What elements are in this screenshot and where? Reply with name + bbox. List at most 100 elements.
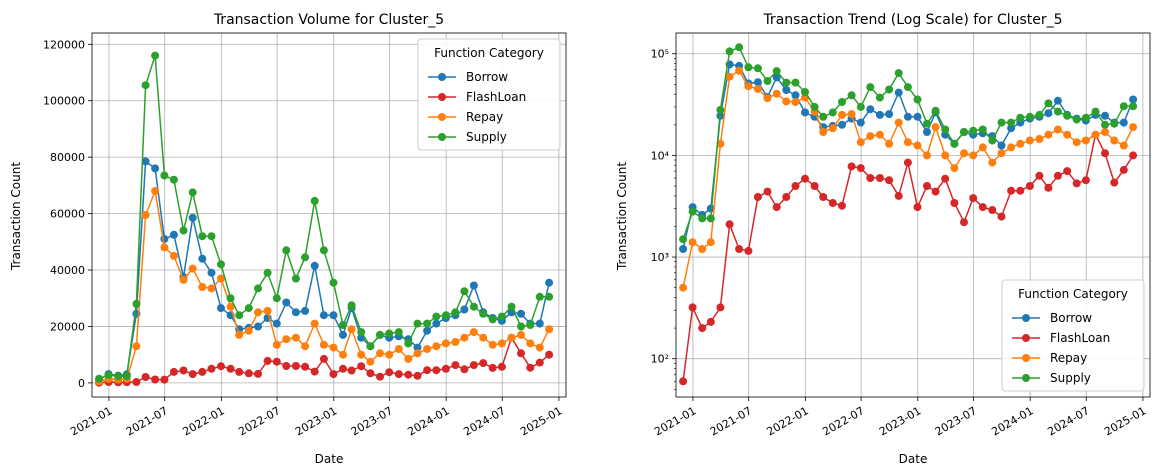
data-point: [376, 349, 384, 358]
data-point: [903, 83, 912, 92]
data-point: [451, 361, 460, 370]
data-point: [141, 157, 150, 166]
data-point: [272, 357, 281, 366]
data-point: [207, 284, 216, 293]
data-point: [753, 193, 762, 201]
data-point: [801, 88, 809, 96]
x-tick-label: 2023-01: [877, 404, 923, 438]
data-point: [301, 306, 310, 315]
data-point: [847, 162, 856, 171]
data-point: [753, 85, 762, 93]
data-point: [385, 329, 394, 338]
data-point: [160, 235, 169, 243]
legend-label: FlashLoan: [1050, 331, 1110, 345]
data-point: [291, 333, 300, 342]
data-point: [1119, 118, 1128, 127]
data-point: [819, 193, 828, 201]
plot-frame: [91, 32, 567, 398]
data-point: [179, 275, 188, 284]
data-point: [188, 213, 197, 222]
legend-title: Function Category: [1018, 287, 1128, 301]
data-point: [451, 338, 460, 346]
data-point: [545, 325, 554, 334]
data-point: [451, 308, 460, 317]
data-point: [339, 350, 347, 359]
data-point: [782, 78, 791, 87]
data-point: [1072, 138, 1081, 147]
data-point: [791, 98, 800, 106]
plot-frame: [675, 32, 1151, 398]
data-point: [497, 339, 506, 348]
data-point: [735, 245, 744, 253]
data-point: [329, 370, 338, 379]
data-point: [310, 367, 319, 376]
data-point: [1053, 96, 1062, 105]
data-point: [978, 125, 987, 134]
data-point: [978, 203, 987, 212]
data-point: [885, 110, 894, 119]
data-point: [856, 138, 865, 147]
data-point: [866, 132, 875, 141]
x-tick-label: 2021-07: [124, 404, 170, 438]
data-point: [997, 212, 1006, 221]
data-point: [716, 105, 725, 114]
data-point: [1063, 167, 1072, 176]
data-point: [104, 371, 113, 379]
data-point: [791, 182, 800, 190]
data-point: [517, 322, 525, 331]
chart-log: Transaction Trend (Log Scale) for Cluste…: [615, 12, 1151, 466]
data-point: [151, 187, 160, 195]
data-point: [716, 139, 725, 148]
data-point: [1081, 136, 1090, 145]
data-point: [198, 232, 207, 241]
data-point: [235, 367, 244, 376]
data-point: [385, 350, 394, 359]
data-point: [132, 342, 141, 351]
data-point: [413, 371, 422, 380]
data-point: [254, 369, 262, 378]
data-point: [404, 354, 413, 363]
data-point: [1072, 179, 1081, 188]
data-point: [188, 264, 197, 273]
data-point: [744, 82, 753, 91]
data-point: [272, 294, 281, 303]
data-point: [460, 287, 469, 296]
data-point: [469, 302, 478, 311]
data-point: [875, 110, 884, 119]
series-line: [682, 63, 1134, 250]
data-point: [479, 359, 488, 368]
data-point: [319, 340, 328, 349]
x-axis-label: Date: [899, 452, 928, 466]
data-point: [941, 125, 950, 134]
legend-label: Supply: [1050, 371, 1091, 385]
data-point: [1119, 102, 1128, 111]
data-point: [1081, 176, 1090, 185]
data-point: [1053, 171, 1062, 180]
data-point: [244, 304, 253, 313]
data-point: [1007, 124, 1016, 133]
data-point: [856, 164, 865, 173]
data-point: [535, 343, 544, 352]
data-point: [460, 305, 469, 314]
legend-marker: [1022, 334, 1030, 342]
data-point: [688, 238, 697, 247]
data-point: [282, 246, 291, 255]
data-point: [706, 238, 715, 247]
data-point: [1007, 186, 1016, 195]
data-point: [1063, 130, 1072, 139]
data-point: [856, 118, 865, 127]
data-point: [763, 94, 772, 103]
data-point: [875, 130, 884, 139]
data-point: [301, 342, 310, 351]
data-point: [535, 319, 544, 328]
data-point: [706, 214, 715, 223]
data-point: [810, 102, 819, 111]
chart-linear: Transaction Volume for Cluster_5 Transac…: [9, 12, 567, 466]
data-point: [517, 309, 525, 318]
data-point: [988, 158, 997, 167]
data-point: [526, 363, 535, 372]
data-point: [950, 164, 959, 173]
data-point: [413, 343, 422, 352]
grid: [92, 33, 566, 397]
data-point: [1044, 109, 1053, 118]
